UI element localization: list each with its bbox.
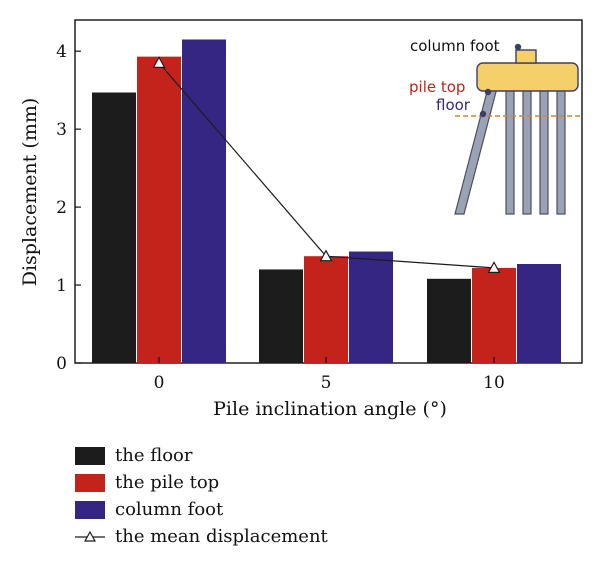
inset-label-floor: floor	[436, 96, 471, 114]
y-tick-label: 0	[56, 354, 67, 374]
y-tick-label: 4	[56, 42, 67, 62]
bar-floor	[427, 278, 471, 363]
inset-pile	[522, 87, 532, 215]
bar-pile-top	[137, 56, 181, 363]
pile-inset-diagram: column foot pile top floor	[409, 37, 580, 215]
legend-label-column-foot: column foot	[115, 499, 224, 520]
bar-column-foot	[182, 39, 226, 363]
bar-pile-top	[304, 256, 348, 363]
bar-floor	[259, 269, 303, 363]
legend-swatch-floor	[75, 447, 105, 465]
bars	[92, 39, 561, 363]
x-tick-label: 0	[154, 373, 165, 393]
inset-label-pile-top: pile top	[409, 78, 465, 96]
mean-displacement-marker	[152, 56, 166, 68]
y-tick-label: 2	[56, 198, 67, 218]
inset-column-foot-dot	[514, 43, 522, 51]
inset-pile-top-dot	[484, 88, 492, 96]
mean-displacement-marker	[487, 261, 501, 273]
x-tick-label: 10	[483, 373, 505, 393]
legend: the floor the pile top column foot the m…	[75, 445, 329, 547]
x-axis-title: Pile inclination angle (°)	[213, 398, 447, 420]
legend-swatch-pile-top	[75, 474, 105, 492]
bar-pile-top	[472, 267, 516, 363]
y-axis-title: Displacement (mm)	[19, 98, 41, 287]
inset-floor-dot	[479, 110, 487, 118]
inset-pile	[505, 87, 515, 215]
legend-label-pile-top: the pile top	[115, 472, 219, 493]
legend-marker-mean	[83, 530, 97, 542]
y-tick-label: 3	[56, 120, 67, 140]
x-tick-label: 5	[321, 373, 332, 393]
bar-column-foot	[349, 251, 393, 363]
legend-label-mean: the mean displacement	[115, 526, 329, 547]
bar-floor	[92, 92, 136, 363]
mean-displacement-marker	[319, 249, 333, 262]
inset-pile-cap	[476, 62, 579, 92]
inset-pile	[539, 87, 549, 215]
y-tick-label: 1	[56, 276, 67, 296]
inset-column	[515, 49, 537, 64]
mean-line	[152, 56, 501, 273]
legend-swatch-column-foot	[75, 501, 105, 519]
bar-column-foot	[517, 263, 561, 363]
inset-label-column-foot: column foot	[410, 37, 500, 55]
x-axis-ticks: 0 5 10	[154, 357, 505, 393]
legend-label-floor: the floor	[115, 445, 193, 466]
inset-pile	[556, 87, 566, 215]
y-axis-ticks: 0 1 2 3 4	[56, 42, 81, 374]
